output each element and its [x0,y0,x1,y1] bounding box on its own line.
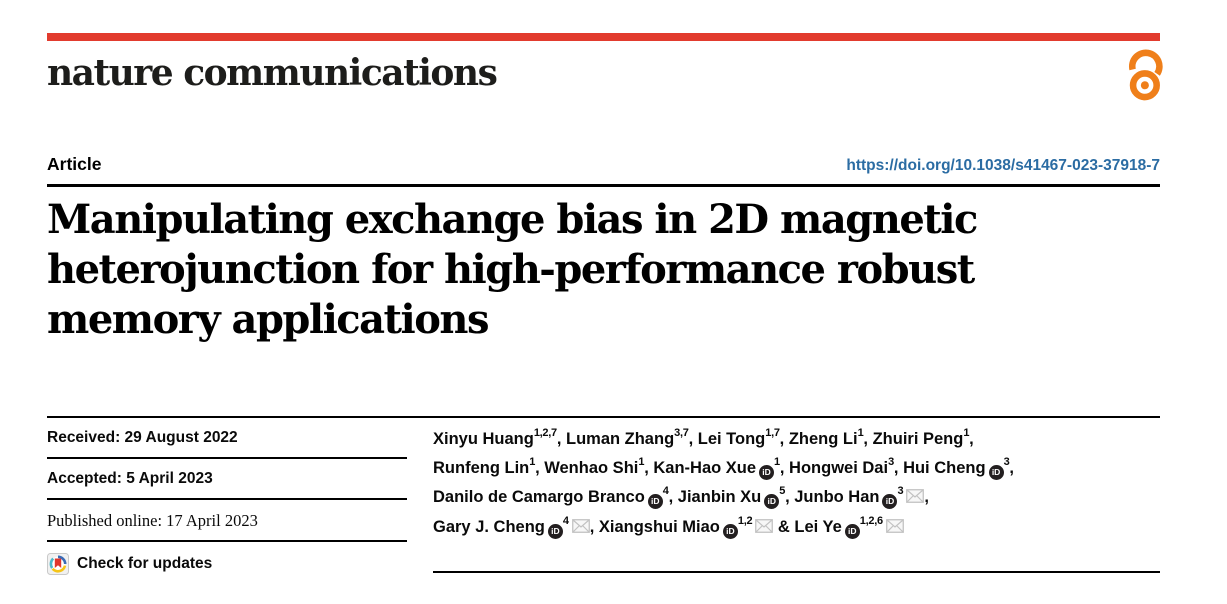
author-name: Lei Ye [794,517,842,536]
author-name: Lei Tong [697,429,766,448]
author-line: Gary J. Cheng iD4, Xiangshui Miao iD1,2 & … [433,513,1160,543]
article-type-label: Article [47,153,102,174]
orcid-icon[interactable]: iD [647,493,663,509]
orcid-icon[interactable]: iD [988,464,1004,480]
author-line: Xinyu Huang1,2,7, Luman Zhang3,7, Lei To… [433,427,974,448]
affiliation-superscript: 1,2,6 [859,515,883,528]
affiliation-superscript: 1,2,7 [533,427,557,440]
article-meta-section: Received: 29 August 2022 Accepted: 5 Apr… [47,415,1160,575]
orcid-icon[interactable]: iD [547,523,563,539]
affiliation-superscript: 3 [1003,456,1010,469]
author-name: Hongwei Dai [789,458,889,477]
affiliation-superscript: 1,7 [765,427,780,440]
check-for-updates-label: Check for updates [77,554,213,572]
affiliation-superscript: 1 [963,427,970,440]
author-name: Hui Cheng [903,458,986,477]
affiliation-superscript: 3 [897,485,904,498]
title-line: Manipulating exchange bias in 2D magneti… [47,195,978,243]
author-name: Junbo Han [794,487,880,506]
history-column: Received: 29 August 2022 Accepted: 5 Apr… [47,418,407,575]
affiliation-superscript: 1 [774,456,780,469]
orcid-icon[interactable]: iD [844,523,860,539]
article-header-row: Article https://doi.org/10.1038/s41467-0… [47,154,1160,175]
author-name: Wenhao Shi [544,458,639,477]
authors-column: Xinyu Huang1,2,7, Luman Zhang3,7, Lei To… [433,418,1160,573]
accepted-date: Accepted: 5 April 2023 [47,459,407,500]
open-access-icon [1128,49,1163,101]
author-name: Luman Zhang [565,429,675,448]
title-line: heterojunction for high-performance robu… [47,245,975,293]
article-title: Manipulating exchange bias in 2D magneti… [47,195,1160,345]
journal-logo: nature communications [47,52,498,94]
author-line: Runfeng Lin1, Wenhao Shi1, Kan-Hao Xue iD… [433,454,1160,483]
received-date: Received: 29 August 2022 [47,418,407,459]
doi-link[interactable]: https://doi.org/10.1038/s41467-023-37918… [846,156,1160,174]
affiliation-superscript: 5 [779,485,786,498]
author-name: Xiangshui Miao [598,517,720,536]
author-name: Zheng Li [788,429,858,448]
affiliation-superscript: 4 [662,485,669,498]
affiliation-superscript: 4 [562,515,569,528]
author-name: Gary J. Cheng [433,517,545,536]
affiliation-superscript: 1 [638,456,645,469]
author-name: Danilo de Camargo Branco [433,487,645,506]
email-envelope-icon[interactable] [571,514,590,543]
email-envelope-icon[interactable] [906,484,925,513]
affiliation-superscript: 1 [857,427,864,440]
email-envelope-icon[interactable] [755,514,774,543]
author-name: Runfeng Lin [433,458,530,477]
affiliation-superscript: 1 [529,456,536,469]
orcid-icon[interactable]: iD [764,493,780,509]
published-online-date: Published online: 17 April 2023 [47,500,407,542]
title-line: memory applications [47,295,490,343]
author-line: Danilo de Camargo Branco iD4, Jianbin Xu i… [433,483,1160,513]
affiliation-superscript: 1,2 [737,515,753,528]
affiliation-superscript: 3,7 [674,427,689,440]
email-envelope-icon[interactable] [885,514,904,543]
author-name: Jianbin Xu [677,487,762,506]
orcid-icon[interactable]: iD [759,464,775,480]
author-list: Xinyu Huang1,2,7, Luman Zhang3,7, Lei To… [433,418,1160,543]
orcid-icon[interactable]: iD [882,493,898,509]
check-for-updates-button[interactable]: Check for updates [47,542,407,575]
author-name: Xinyu Huang [433,429,534,448]
author-name: Kan-Hao Xue [653,458,757,477]
masthead-red-bar [47,33,1160,41]
header-divider [47,183,1160,187]
affiliation-superscript: 3 [888,456,894,469]
crossmark-icon [47,552,69,575]
orcid-icon[interactable]: iD [722,523,738,539]
author-name: Zhuiri Peng [872,429,964,448]
